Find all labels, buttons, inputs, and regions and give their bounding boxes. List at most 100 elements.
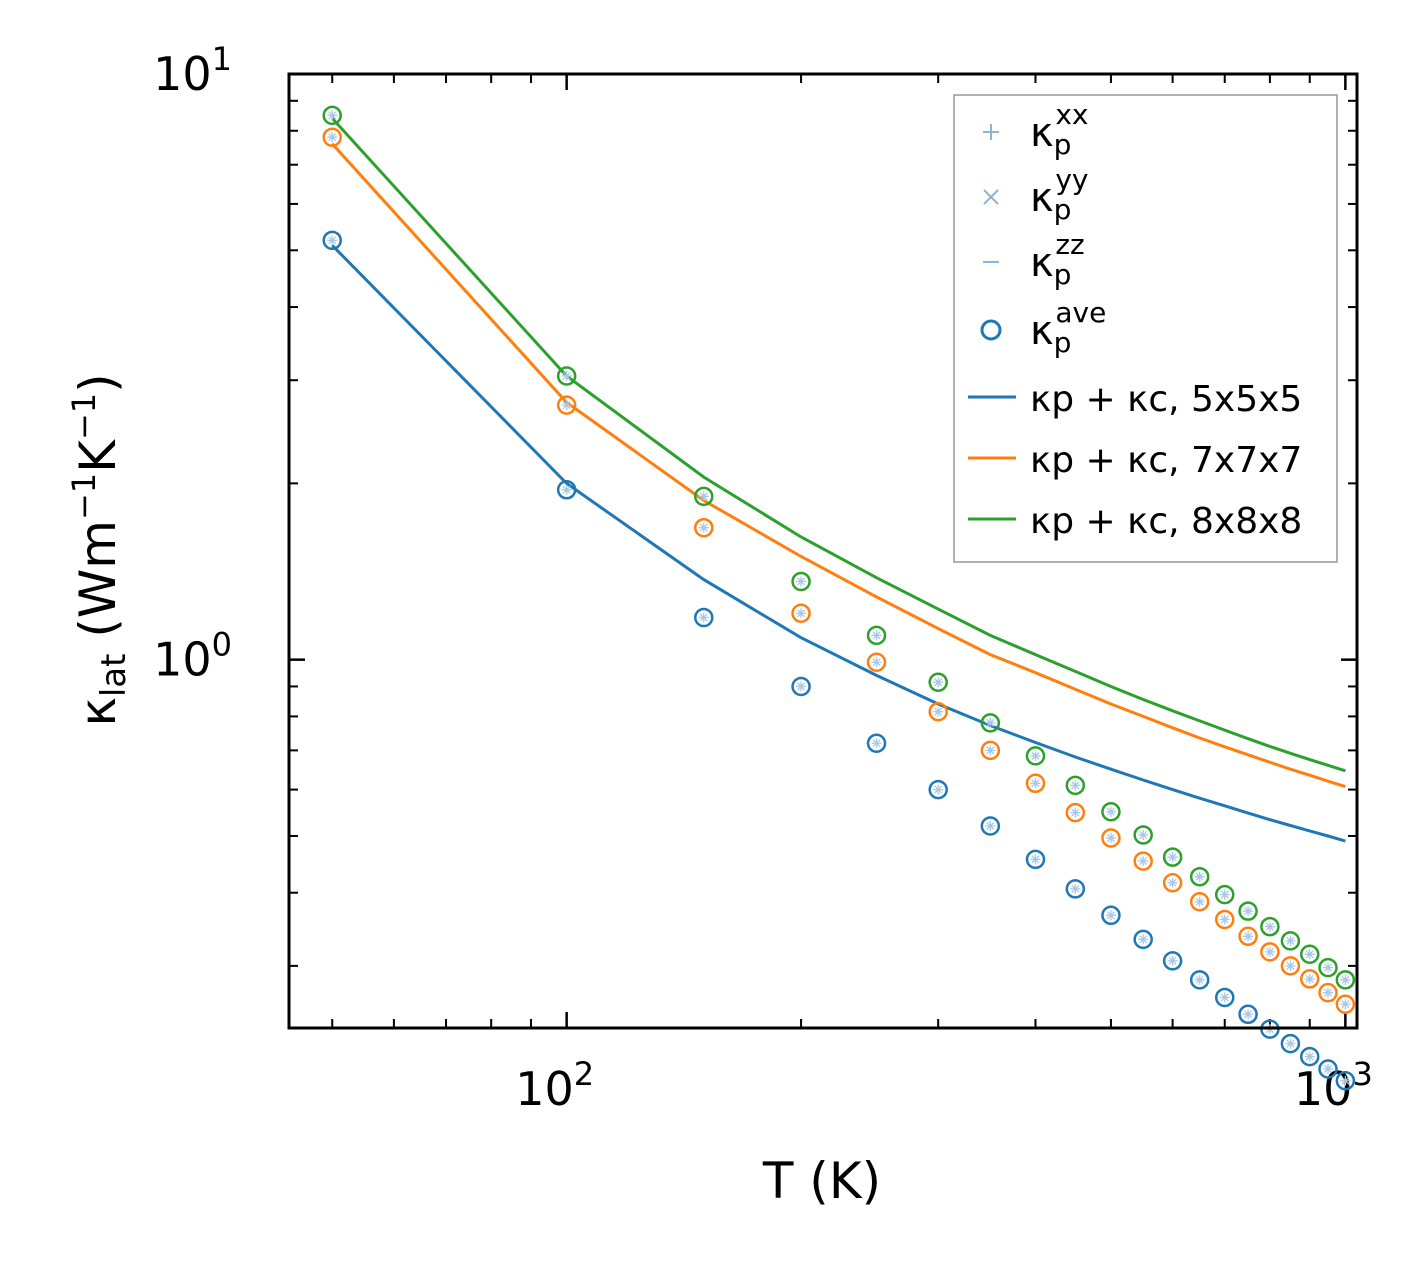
data-point-7x7x7 — [1318, 982, 1338, 1003]
legend-label: κp + κc, 8x8x8 — [1030, 501, 1302, 542]
data-point-component-marks — [796, 681, 807, 692]
data-point-7x7x7 — [928, 701, 948, 722]
data-point-component-marks — [1219, 992, 1230, 1003]
data-point-7x7x7 — [1189, 892, 1210, 912]
data-point-component-marks — [1194, 871, 1205, 882]
y-tick-label: 100 — [153, 626, 232, 687]
legend-label: κp + κc, 5x5x5 — [1030, 379, 1302, 420]
data-point-7x7x7 — [1299, 969, 1320, 989]
data-point-8x8x8 — [1162, 847, 1183, 867]
data-point-5x5x5 — [1133, 929, 1153, 950]
data-point-component-marks — [1285, 960, 1296, 971]
data-point-component-marks — [871, 738, 882, 749]
data-point-8x8x8 — [322, 105, 342, 126]
data-point-component-marks — [1340, 999, 1351, 1010]
data-point-5x5x5 — [556, 480, 577, 500]
data-point-5x5x5 — [1065, 879, 1086, 899]
data-point-component-marks — [1194, 974, 1205, 985]
data-point-component-marks — [1167, 852, 1178, 863]
data-point-8x8x8 — [1299, 944, 1320, 965]
data-point-7x7x7 — [1133, 851, 1153, 871]
data-point-component-marks — [1030, 854, 1041, 865]
data-point-component-marks — [1138, 856, 1149, 867]
data-point-component-marks — [1243, 1009, 1254, 1020]
data-point-component-marks — [985, 820, 996, 831]
data-point-component-marks — [1264, 946, 1275, 957]
data-point-5x5x5 — [1101, 905, 1121, 926]
data-point-component-marks — [1194, 896, 1205, 907]
data-point-component-marks — [561, 484, 572, 495]
data-point-7x7x7 — [1214, 909, 1235, 930]
data-point-component-marks — [1070, 883, 1081, 894]
data-point-component-marks — [1105, 833, 1116, 844]
data-point-component-marks — [1304, 1051, 1315, 1062]
data-point-component-marks — [871, 657, 882, 668]
data-point-component-marks — [327, 235, 338, 246]
data-point-5x5x5 — [694, 607, 714, 628]
data-point-component-marks — [1219, 889, 1230, 900]
data-point-component-marks — [1105, 806, 1116, 817]
data-point-7x7x7 — [1025, 773, 1046, 794]
data-point-component-marks — [1264, 921, 1275, 932]
data-point-8x8x8 — [980, 713, 1001, 733]
data-point-5x5x5 — [928, 779, 948, 800]
legend-label: κp + κc, 7x7x7 — [1030, 440, 1302, 481]
data-point-8x8x8 — [1065, 775, 1086, 796]
x-tick-label: 103 — [1294, 1055, 1373, 1116]
data-point-component-marks — [1070, 780, 1081, 791]
data-point-component-marks — [985, 717, 996, 728]
legend-label: κpave — [1030, 296, 1106, 359]
data-point-7x7x7 — [1238, 926, 1258, 947]
data-point-8x8x8 — [694, 486, 714, 507]
data-point-component-marks — [1105, 910, 1116, 921]
data-point-5x5x5 — [1025, 849, 1046, 870]
x-tick-label: 102 — [515, 1055, 594, 1116]
data-point-component-marks — [985, 745, 996, 756]
data-point-component-marks — [1138, 829, 1149, 840]
data-point-8x8x8 — [1260, 916, 1280, 937]
data-point-8x8x8 — [1318, 957, 1338, 978]
data-point-8x8x8 — [928, 672, 948, 693]
data-point-component-marks — [1323, 962, 1334, 973]
data-point-component-marks — [933, 784, 944, 795]
data-point-5x5x5 — [866, 733, 887, 753]
data-point-component-marks — [327, 110, 338, 121]
data-point-component-marks — [1219, 914, 1230, 925]
data-point-component-marks — [1070, 807, 1081, 818]
legend-label: κpyy — [1030, 163, 1089, 226]
data-point-5x5x5 — [1214, 987, 1235, 1008]
data-point-component-marks — [1340, 974, 1351, 985]
axes-labels: T (K) κlat (Wm−1K−1) — [65, 373, 881, 1210]
y-tick-label: 101 — [153, 40, 232, 101]
data-point-component-marks — [1323, 987, 1334, 998]
data-point-component-marks — [1167, 877, 1178, 888]
series-line-7x7x7 — [331, 142, 1346, 789]
legend-circle-marker — [980, 319, 1002, 341]
data-point-7x7x7 — [1101, 828, 1121, 848]
data-point-8x8x8 — [1238, 901, 1258, 921]
series-line-5x5x5 — [331, 244, 1346, 843]
data-point-component-marks — [698, 522, 709, 533]
data-point-7x7x7 — [866, 652, 887, 672]
data-point-5x5x5 — [791, 676, 811, 697]
data-point-7x7x7 — [791, 603, 811, 624]
data-point-component-marks — [327, 132, 338, 143]
data-point-5x5x5 — [1335, 1070, 1356, 1091]
data-point-5x5x5 — [1299, 1046, 1320, 1067]
data-point-component-marks — [796, 608, 807, 619]
data-point-component-marks — [698, 612, 709, 623]
x-axis-label: T (K) — [762, 1152, 881, 1210]
data-point-8x8x8 — [1280, 931, 1301, 951]
data-point-5x5x5 — [1162, 951, 1183, 971]
legend-box — [953, 94, 1338, 563]
legend-cross-marker — [983, 189, 999, 205]
legend-label: κpzz — [1030, 228, 1085, 291]
data-point-8x8x8 — [1189, 866, 1210, 887]
data-point-component-marks — [796, 576, 807, 587]
legend-plus-marker — [983, 124, 999, 140]
data-point-7x7x7 — [556, 395, 577, 415]
data-point-component-marks — [933, 706, 944, 717]
data-point-component-marks — [871, 630, 882, 641]
data-point-component-marks — [1138, 934, 1149, 945]
